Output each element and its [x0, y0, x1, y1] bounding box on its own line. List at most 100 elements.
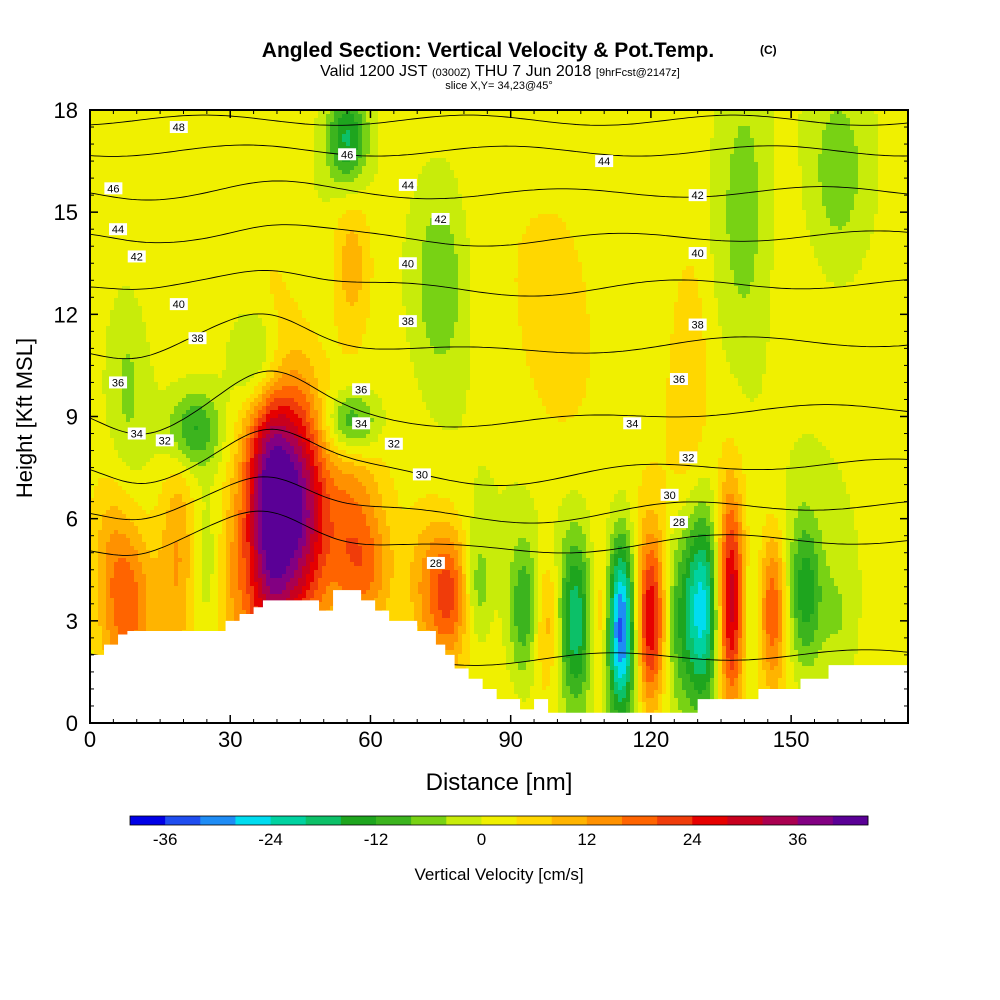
field-cell	[590, 190, 595, 195]
field-cell	[394, 134, 399, 139]
field-cell	[534, 114, 539, 119]
field-cell	[358, 174, 363, 179]
field-cell	[226, 194, 231, 199]
field-cell	[314, 158, 319, 163]
field-cell	[446, 174, 451, 179]
plot-area: 3432363840424446484644424038363432302844…	[90, 110, 911, 727]
field-cell	[458, 170, 463, 175]
field-cell	[206, 194, 211, 199]
field-cell	[822, 182, 827, 187]
field-cell	[354, 190, 359, 195]
field-cell	[850, 122, 855, 127]
field-cell	[158, 182, 163, 187]
field-cell	[162, 162, 167, 167]
field-cell	[830, 134, 835, 139]
field-cell	[662, 122, 667, 127]
field-cell	[246, 206, 251, 211]
field-cell	[774, 122, 779, 127]
field-cell	[150, 158, 155, 163]
field-cell	[838, 118, 843, 123]
field-cell	[470, 142, 475, 147]
field-cell	[266, 166, 271, 171]
field-cell	[882, 166, 887, 171]
field-cell	[838, 202, 843, 207]
field-cell	[110, 150, 115, 155]
field-cell	[806, 174, 811, 179]
field-cell	[242, 118, 247, 123]
field-cell	[878, 194, 883, 199]
field-cell	[242, 114, 247, 119]
field-cell	[646, 162, 651, 167]
field-cell	[770, 174, 775, 179]
field-cell	[298, 114, 303, 119]
field-cell	[146, 126, 151, 131]
field-cell	[334, 162, 339, 167]
field-cell	[622, 138, 627, 143]
field-cell	[106, 126, 111, 131]
field-cell	[874, 146, 879, 151]
field-cell	[894, 158, 899, 163]
field-cell	[466, 178, 471, 183]
field-cell	[282, 158, 287, 163]
field-cell	[234, 206, 239, 211]
field-cell	[382, 166, 387, 171]
field-cell	[878, 166, 883, 171]
field-cell	[354, 118, 359, 123]
field-cell	[178, 178, 183, 183]
field-cell	[878, 130, 883, 135]
field-cell	[854, 118, 859, 123]
field-cell	[558, 142, 563, 147]
field-cell	[798, 174, 803, 179]
field-cell	[582, 154, 587, 159]
field-cell	[266, 138, 271, 143]
field-cell	[638, 158, 643, 163]
field-cell	[826, 198, 831, 203]
field-cell	[630, 150, 635, 155]
field-cell	[490, 186, 495, 191]
field-cell	[102, 130, 107, 135]
field-cell	[618, 162, 623, 167]
field-cell	[178, 162, 183, 167]
field-cell	[582, 134, 587, 139]
field-cell	[542, 130, 547, 135]
field-cell	[618, 166, 623, 171]
field-cell	[774, 126, 779, 131]
field-cell	[478, 174, 483, 179]
field-cell	[182, 202, 187, 207]
field-cell	[118, 206, 123, 211]
field-cell	[214, 134, 219, 139]
field-cell	[706, 142, 711, 147]
field-cell	[114, 130, 119, 135]
field-cell	[702, 166, 707, 171]
field-cell	[634, 162, 639, 167]
field-cell	[406, 146, 411, 151]
field-cell	[538, 122, 543, 127]
field-cell	[894, 182, 899, 187]
field-cell	[454, 170, 459, 175]
field-cell	[822, 142, 827, 147]
field-cell	[814, 198, 819, 203]
field-cell	[266, 182, 271, 187]
field-cell	[290, 138, 295, 143]
field-cell	[262, 198, 267, 203]
field-cell	[650, 190, 655, 195]
field-cell	[538, 194, 543, 199]
field-cell	[266, 134, 271, 139]
field-cell	[714, 114, 719, 119]
field-cell	[130, 158, 135, 163]
field-cell	[174, 198, 179, 203]
field-cell	[310, 130, 315, 135]
field-cell	[306, 154, 311, 159]
field-cell	[482, 174, 487, 179]
field-cell	[826, 142, 831, 147]
field-cell	[262, 122, 267, 127]
field-cell	[402, 126, 407, 131]
field-cell	[250, 170, 255, 175]
field-cell	[318, 170, 323, 175]
field-cell	[618, 194, 623, 199]
field-cell	[506, 186, 511, 191]
field-cell	[658, 134, 663, 139]
field-cell	[698, 170, 703, 175]
field-cell	[322, 126, 327, 131]
field-cell	[674, 186, 679, 191]
